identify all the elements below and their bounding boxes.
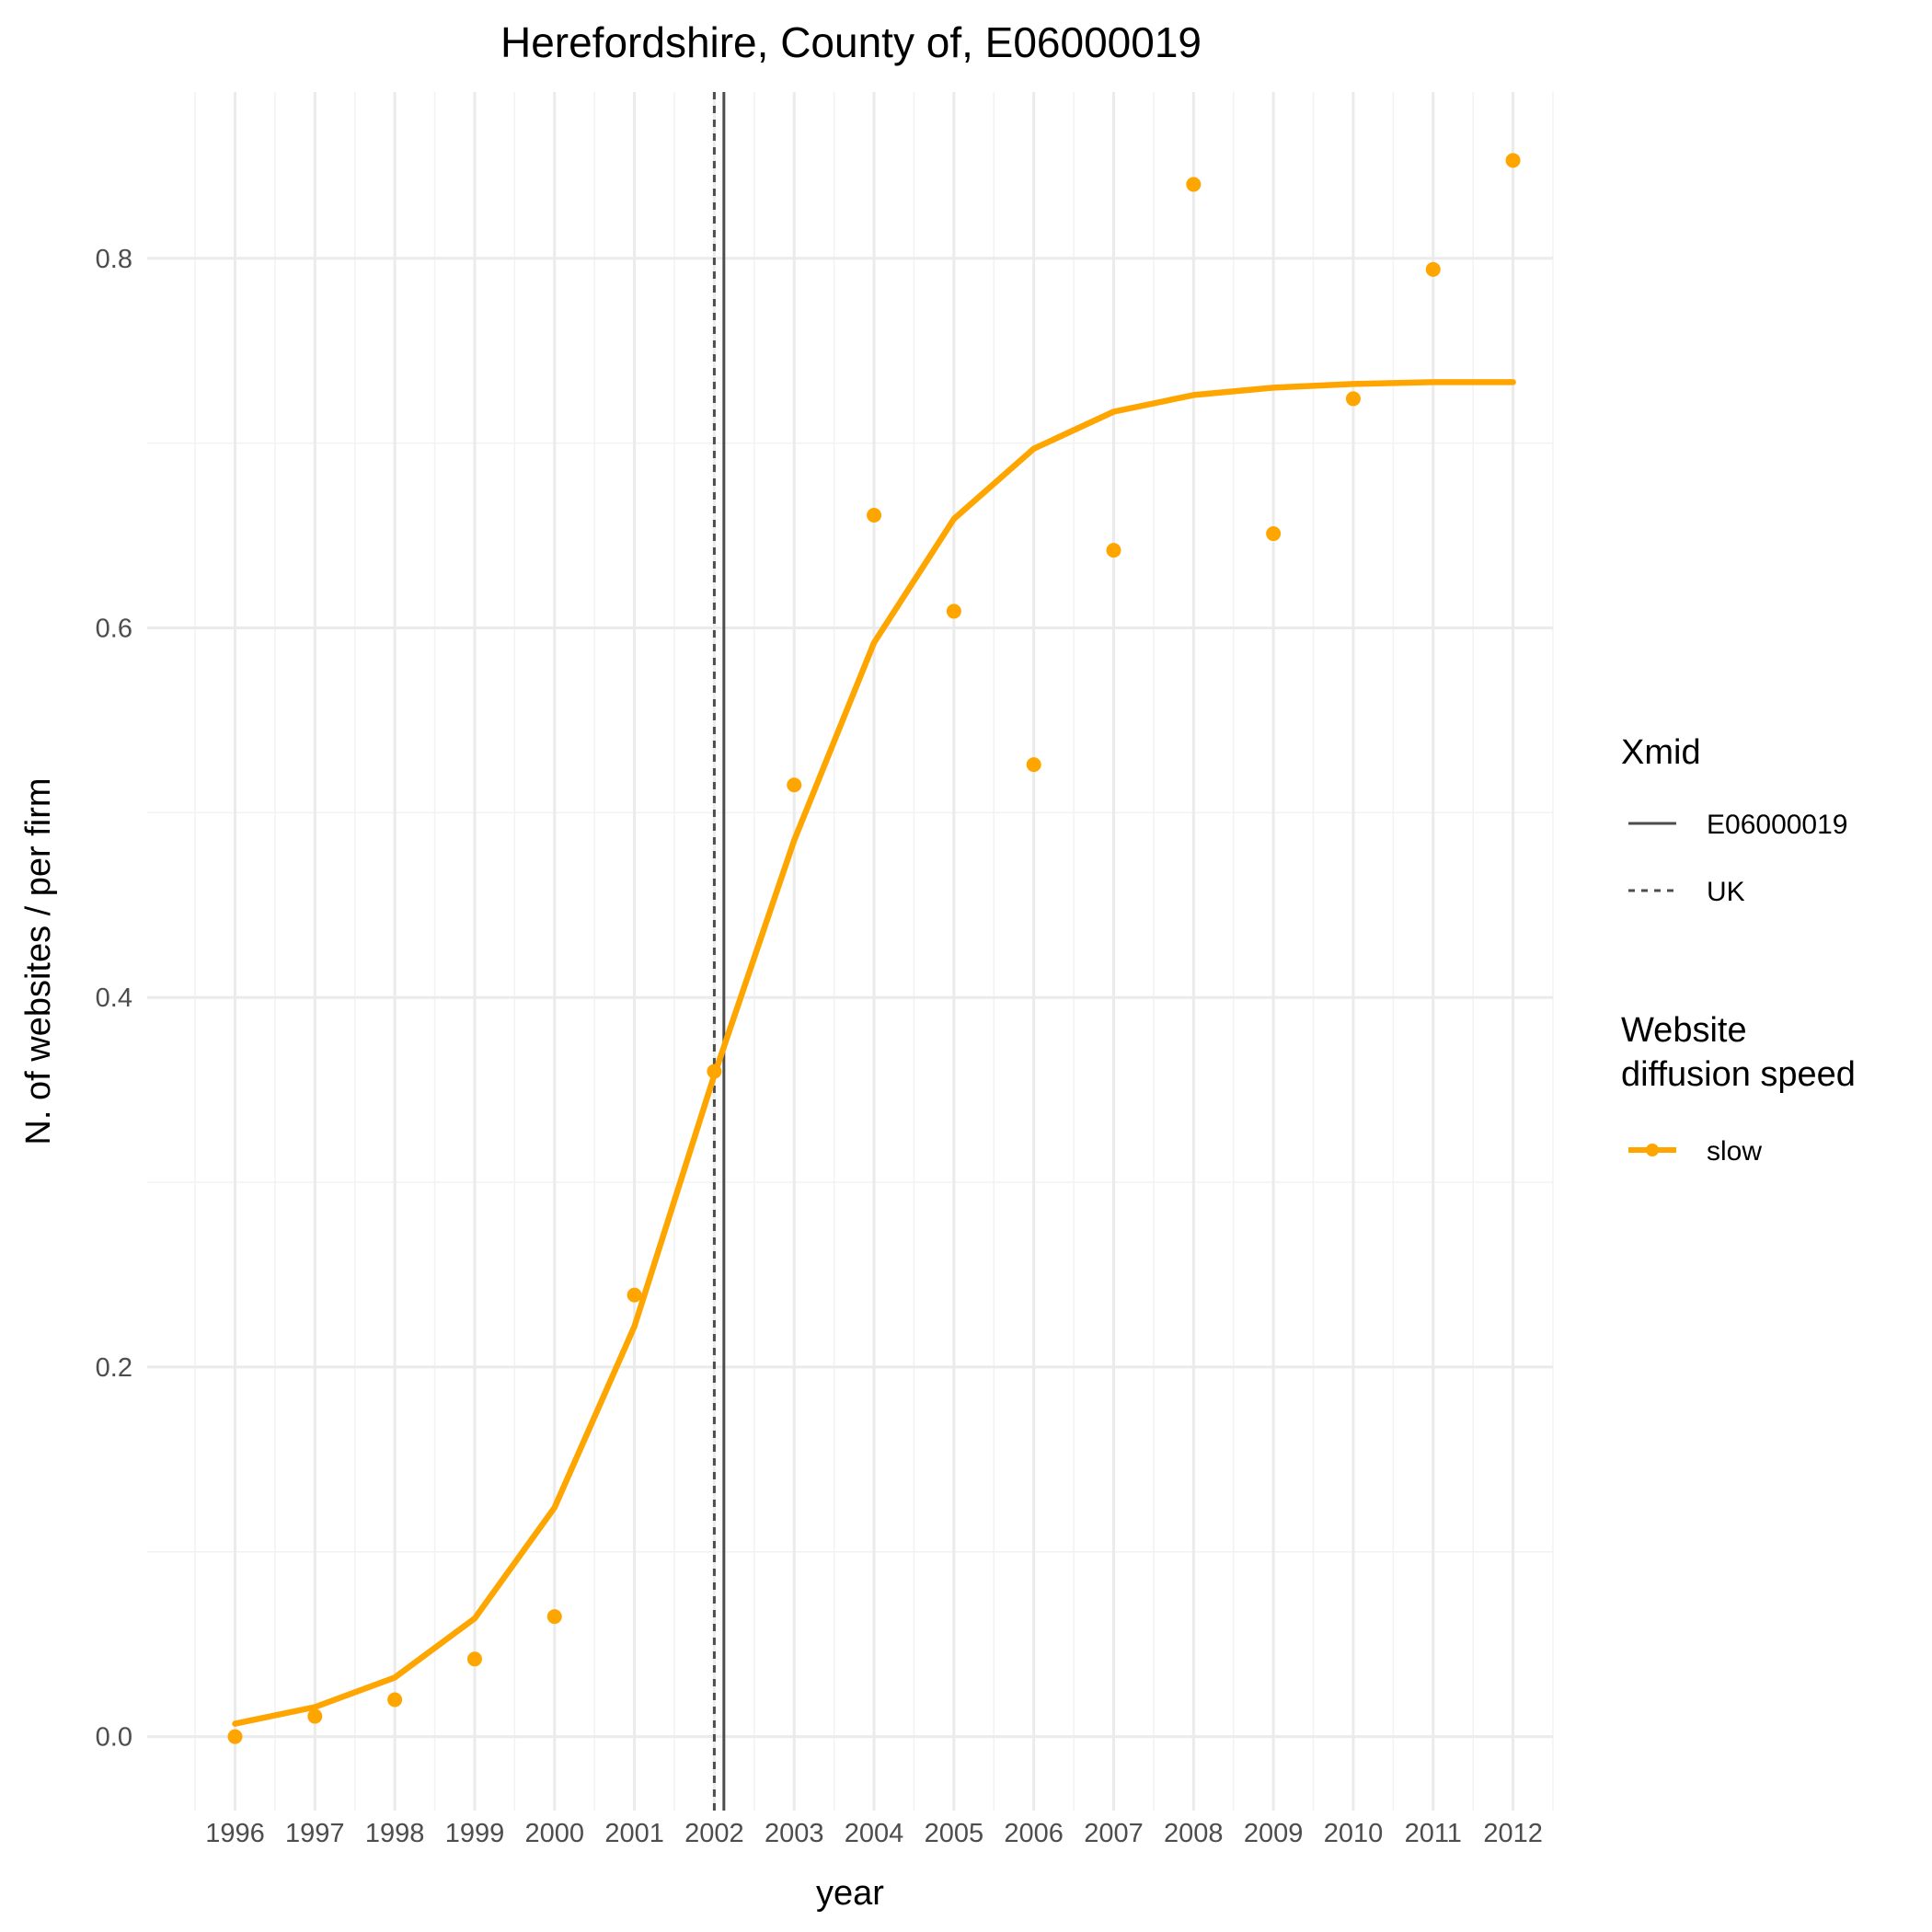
legend-label-slow: slow: [1707, 1136, 1762, 1167]
data-point-1998: [387, 1692, 403, 1708]
y-tick-label-0.0: 0.0: [96, 1723, 132, 1753]
data-point-2008: [1186, 177, 1202, 192]
legend-label-uk: UK: [1707, 877, 1745, 907]
x-tick-label-2010: 2010: [1324, 1819, 1384, 1848]
grid-minor: [147, 92, 1554, 1811]
data-point-2009: [1266, 526, 1282, 542]
legend-slow-point-key: [1646, 1144, 1659, 1156]
data-point-1999: [466, 1651, 482, 1667]
legend-xmid-title: Xmid: [1621, 733, 1701, 772]
x-tick-label-2011: 2011: [1405, 1819, 1462, 1848]
x-tick-label-2003: 2003: [765, 1819, 824, 1848]
x-tick-label-2005: 2005: [925, 1819, 984, 1848]
data-point-2006: [1026, 757, 1041, 773]
series-layer: [227, 153, 1521, 1744]
y-tick-label-0.4: 0.4: [96, 983, 132, 1013]
x-tick-label-2009: 2009: [1244, 1819, 1304, 1848]
legend-label-e06000019: E06000019: [1707, 810, 1848, 840]
x-tick-label-1996: 1996: [205, 1819, 265, 1848]
legend: Xmid E06000019 UK Website diffusion spee…: [1621, 733, 1856, 1167]
data-point-2003: [787, 777, 802, 793]
y-tick-label-0.2: 0.2: [96, 1353, 132, 1383]
x-tick-label-2007: 2007: [1084, 1819, 1144, 1848]
x-tick-label-2002: 2002: [684, 1819, 744, 1848]
x-tick-label-1998: 1998: [365, 1819, 425, 1848]
x-tick-label-1999: 1999: [445, 1819, 505, 1848]
y-tick-label-0.8: 0.8: [96, 245, 132, 274]
y-tick-labels: 0.0 0.2 0.4 0.6 0.8: [96, 245, 132, 1753]
data-point-2004: [867, 507, 882, 523]
x-tick-label-2000: 2000: [525, 1819, 585, 1848]
data-point-2001: [627, 1287, 642, 1303]
series-slow-fit-line: [232, 379, 1516, 1727]
x-tick-label-1997: 1997: [285, 1819, 345, 1848]
data-point-1997: [307, 1708, 323, 1724]
data-point-2010: [1345, 391, 1361, 407]
x-axis-title: year: [816, 1874, 884, 1913]
data-point-1996: [227, 1729, 243, 1744]
data-point-2011: [1425, 261, 1441, 277]
legend-speed-title-line2: diffusion speed: [1621, 1055, 1856, 1094]
y-tick-label-0.6: 0.6: [96, 614, 132, 643]
y-axis-title: N. of websites / per firm: [19, 777, 58, 1144]
x-tick-label-2006: 2006: [1004, 1819, 1064, 1848]
x-tick-labels: 1996 1997 1998 1999 2000 2001 2002 2003 2004 2005…: [205, 1819, 1543, 1848]
data-point-2002: [707, 1064, 722, 1079]
chart-title: Herefordshire, County of, E06000019: [500, 18, 1202, 66]
legend-speed-title-line1: Website: [1621, 1011, 1747, 1050]
data-point-2005: [946, 604, 961, 619]
data-point-2012: [1505, 153, 1521, 168]
reference-lines: [712, 92, 726, 1811]
x-tick-label-2001: 2001: [604, 1819, 664, 1848]
x-tick-label-2004: 2004: [845, 1819, 904, 1848]
data-point-2007: [1106, 543, 1121, 558]
data-point-2000: [546, 1609, 562, 1625]
x-tick-label-2008: 2008: [1164, 1819, 1224, 1848]
x-tick-label-2012: 2012: [1483, 1819, 1543, 1848]
grid-major: [147, 92, 1553, 1811]
